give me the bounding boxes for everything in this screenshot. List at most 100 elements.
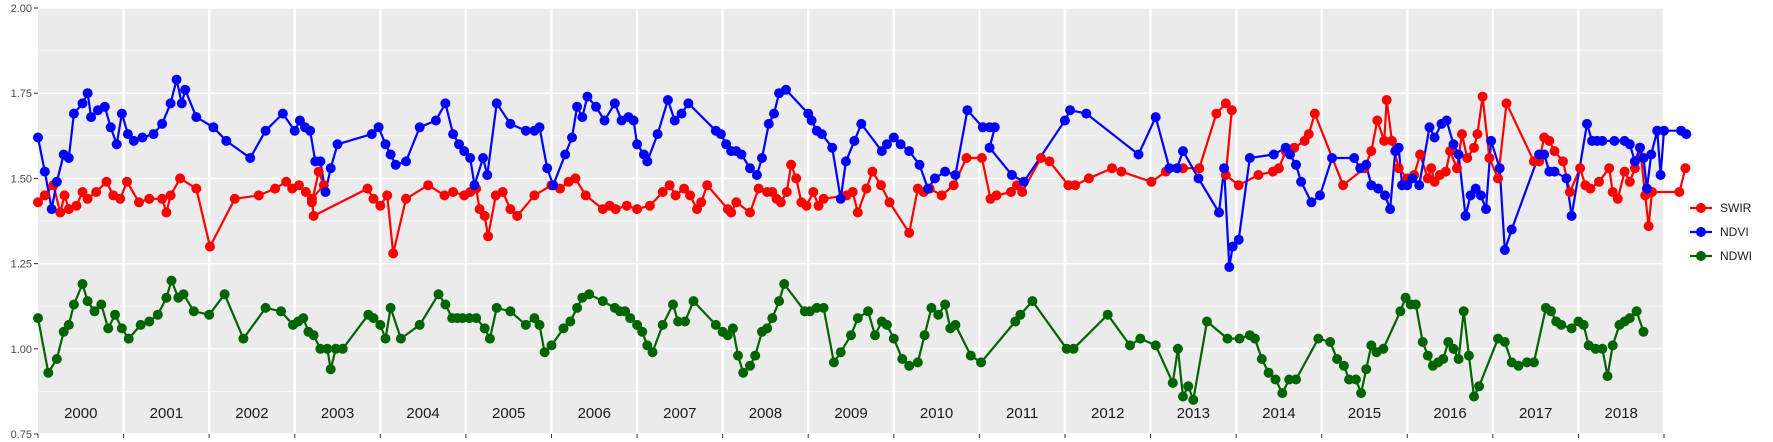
- year-label: 2016: [1433, 405, 1466, 422]
- ndvi-point: [1296, 176, 1307, 187]
- ndwi-point: [926, 302, 937, 313]
- ndvi-point: [751, 170, 762, 180]
- ndwi-point: [1443, 337, 1454, 347]
- swir-point: [1429, 176, 1440, 187]
- ndvi-point: [1494, 163, 1505, 174]
- swir-point: [632, 204, 643, 215]
- ndwi-point: [1015, 309, 1026, 320]
- year-label: 2008: [749, 405, 782, 422]
- ndwi-point: [1458, 306, 1469, 317]
- ndvi-point: [1486, 135, 1497, 146]
- ndwi-point: [1249, 333, 1260, 344]
- ndvi-point: [1561, 173, 1572, 184]
- ndwi-point: [1366, 340, 1377, 351]
- ndvi-point: [277, 108, 288, 119]
- ndvi-point: [840, 156, 851, 167]
- ndvi-point: [46, 204, 57, 215]
- swir-point: [1107, 163, 1117, 174]
- ndvi-point: [390, 159, 401, 170]
- ndvi-point: [1460, 210, 1471, 221]
- ndwi-point: [933, 309, 944, 320]
- ndvi-point: [835, 193, 846, 204]
- swir-point: [1083, 173, 1094, 184]
- ndvi-point: [984, 142, 995, 153]
- ndvi-point: [1506, 224, 1517, 235]
- ndvi-point: [904, 146, 915, 157]
- swir-point: [191, 183, 202, 194]
- ndvi-point: [1193, 173, 1204, 184]
- ndvi-point: [520, 125, 531, 136]
- ndwi-point: [484, 333, 495, 344]
- swir-point: [71, 200, 82, 211]
- ndvi-point: [1306, 197, 1317, 208]
- swir-point: [375, 200, 386, 211]
- year-label: 2017: [1519, 405, 1552, 422]
- ndvi-point: [1424, 122, 1435, 133]
- swir-point: [1484, 153, 1495, 163]
- ndvi-point: [491, 98, 502, 109]
- ndvi-point: [86, 112, 97, 123]
- swir-point: [1558, 156, 1568, 167]
- ndwi-point: [414, 319, 425, 330]
- ndwi-point: [1469, 391, 1479, 402]
- swir-point: [936, 190, 947, 201]
- ndwi-point: [668, 299, 678, 310]
- swir-point: [270, 183, 281, 194]
- ndwi-point: [940, 299, 951, 310]
- ndvi-point: [1629, 156, 1640, 167]
- ndvi-point: [548, 180, 559, 191]
- ndvi-point: [1499, 245, 1510, 255]
- ndvi-point: [940, 166, 951, 177]
- swir-point: [808, 187, 819, 197]
- swir-point: [904, 227, 915, 238]
- swir-point: [1564, 187, 1575, 197]
- ndwi-point: [1513, 360, 1524, 371]
- ndwi-point: [479, 323, 490, 334]
- swir-point: [157, 193, 168, 204]
- ndwi-point: [103, 323, 114, 334]
- ndvi-point: [1646, 149, 1657, 160]
- ndvi-point: [534, 122, 545, 133]
- ndwi-point: [166, 275, 177, 286]
- ndvi-point: [1635, 142, 1645, 153]
- ndwi-point: [870, 330, 880, 341]
- ndwi-point: [1172, 343, 1183, 354]
- ndvi-point: [99, 101, 110, 112]
- swir-point: [1372, 115, 1383, 126]
- ndvi-point: [715, 129, 726, 140]
- ndwi-point: [1256, 354, 1267, 364]
- ndvi-point: [1285, 149, 1295, 160]
- ndvi-point: [459, 146, 470, 157]
- ndwi-point: [1234, 333, 1245, 344]
- swir-point: [55, 207, 66, 218]
- year-label: 2012: [1091, 405, 1124, 422]
- ndwi-point: [1597, 343, 1608, 354]
- ndvi-point: [171, 74, 182, 85]
- ndwi-point: [368, 313, 379, 324]
- ndwi-point: [1356, 388, 1367, 399]
- swir-point: [1006, 187, 1016, 197]
- swir-point: [388, 248, 399, 259]
- year-label: 2003: [321, 405, 354, 422]
- ndwi-point: [888, 333, 899, 344]
- ndvi-point: [39, 166, 50, 177]
- ndwi-point: [1188, 394, 1199, 405]
- swir-point: [1309, 108, 1320, 119]
- ndvi-point: [669, 115, 680, 126]
- ndvi-point: [82, 88, 93, 99]
- ndwi-point: [738, 367, 749, 378]
- ndvi-point: [1597, 135, 1608, 146]
- ndwi-point: [1222, 333, 1233, 344]
- ndvi-point: [294, 115, 305, 126]
- ndwi-point: [637, 326, 648, 337]
- ndvi-point: [221, 135, 232, 146]
- ndwi-point: [51, 354, 62, 364]
- ndvi-point: [1227, 241, 1238, 252]
- swir-point: [884, 197, 895, 208]
- ndvi-point: [157, 118, 168, 129]
- ndvi-point: [1233, 234, 1244, 245]
- ndwi-point: [308, 330, 319, 341]
- ndwi-point: [727, 323, 738, 334]
- ndwi-point: [1202, 316, 1212, 327]
- ndwi-point: [779, 279, 790, 289]
